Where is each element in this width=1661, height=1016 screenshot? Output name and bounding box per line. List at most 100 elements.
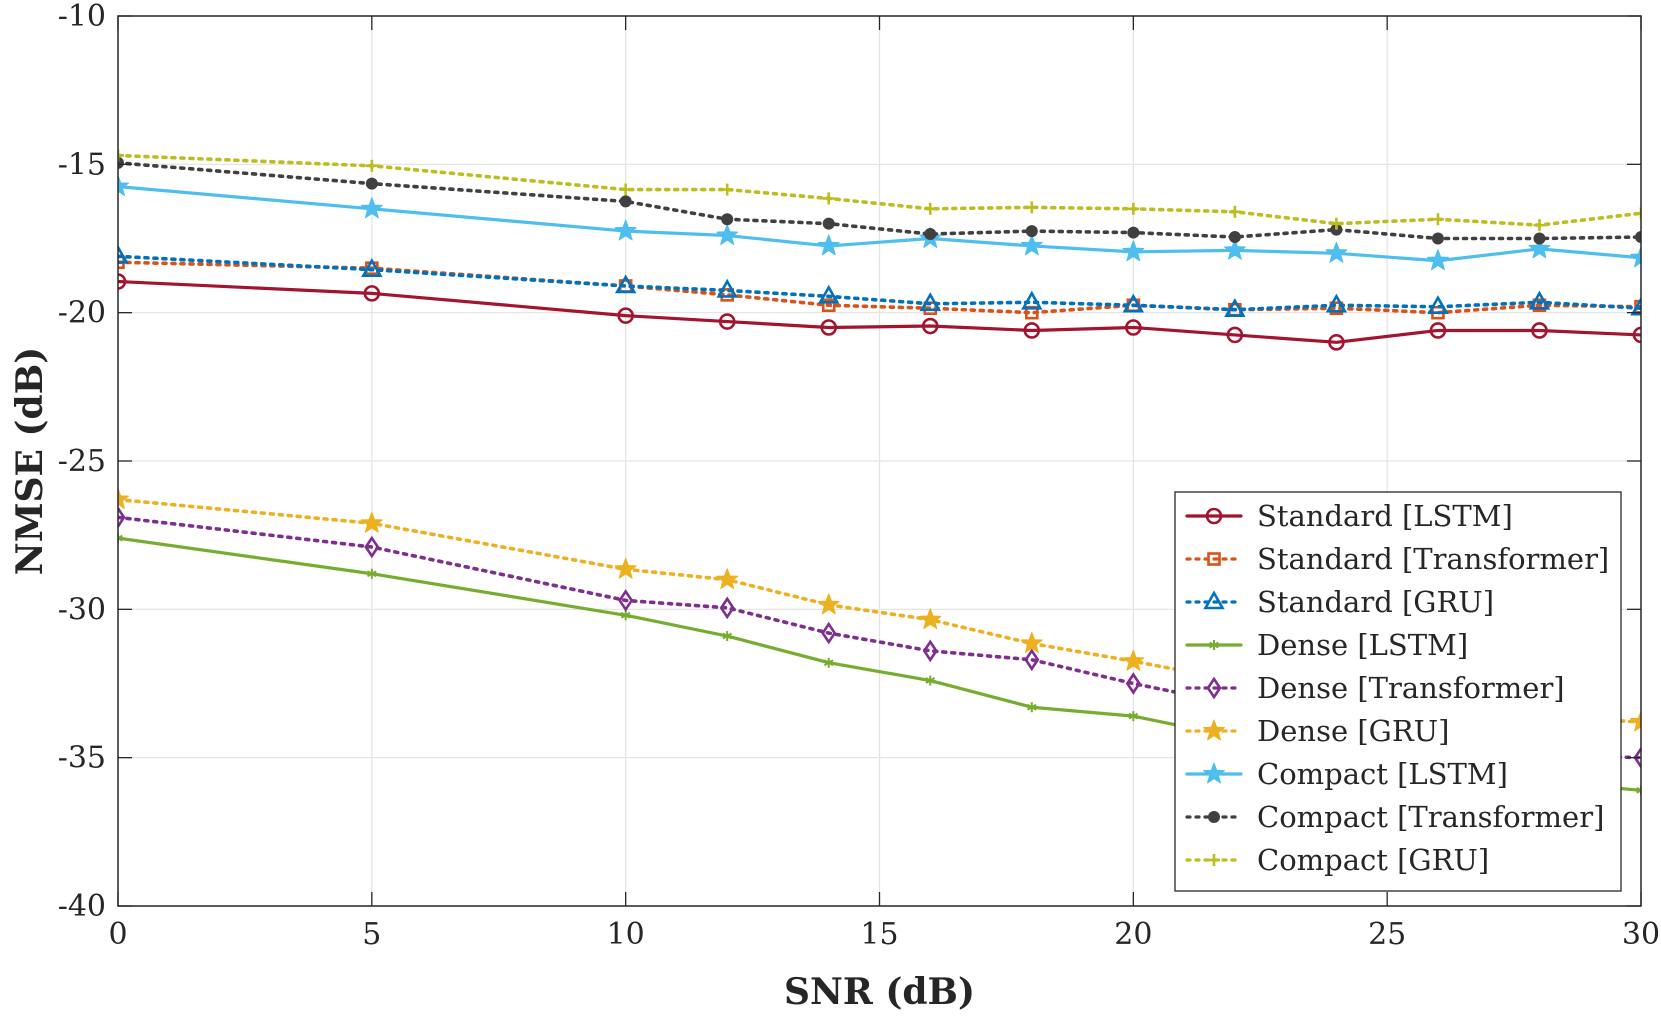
- plus-marker: [118, 149, 124, 162]
- x-tick-label: 10: [607, 917, 645, 952]
- asterisk-marker: [925, 675, 936, 686]
- triangle-marker: [818, 284, 840, 304]
- x-tick-label: 30: [1622, 917, 1660, 952]
- triangle-marker: [1021, 290, 1043, 310]
- diamond-marker: [1024, 648, 1040, 672]
- series-compact-gru: [118, 149, 1641, 232]
- star-marker: [1122, 240, 1145, 262]
- circle-marker: [363, 285, 381, 302]
- triangle-marker: [1122, 293, 1145, 313]
- legend-label: Standard [LSTM]: [1257, 499, 1513, 533]
- series-line: [118, 254, 1641, 312]
- y-tick-label: -25: [58, 444, 106, 479]
- circle-marker: [1023, 322, 1041, 339]
- asterisk-marker: [1026, 702, 1037, 713]
- series-compact-lstm: [118, 175, 1641, 271]
- dot-marker: [822, 217, 835, 230]
- triangle-marker: [1325, 293, 1348, 313]
- diamond-marker: [618, 589, 634, 612]
- dot-marker: [1533, 232, 1546, 245]
- legend-label: Compact [LSTM]: [1257, 757, 1508, 791]
- legend: Standard [LSTM] Standard [Transformer] Sta…: [1174, 491, 1622, 892]
- plus-marker: [619, 183, 632, 196]
- plus-marker: [822, 192, 835, 205]
- circle-marker: [820, 319, 838, 336]
- legend-label: Compact [GRU]: [1257, 843, 1489, 877]
- y-tick-label: -35: [58, 741, 106, 776]
- circle-marker: [1226, 326, 1244, 344]
- asterisk-marker-arm: [118, 536, 123, 542]
- plus-marker: [1127, 202, 1140, 215]
- asterisk-marker: [118, 533, 123, 544]
- star-marker: [1426, 249, 1449, 271]
- x-tick-label: 15: [860, 917, 898, 952]
- diamond-marker: [364, 535, 380, 559]
- star-marker: [614, 219, 637, 241]
- asterisk-marker-arm: [1636, 789, 1641, 794]
- triangle-marker: [361, 258, 383, 277]
- triangle-marker: [1528, 290, 1551, 310]
- triangle-marker: [1224, 298, 1246, 318]
- star-marker: [614, 557, 637, 579]
- star-marker: [1020, 631, 1043, 653]
- dot-marker: [1025, 225, 1038, 238]
- triangle-marker: [716, 278, 738, 298]
- asterisk-marker: [367, 568, 377, 579]
- circle-marker: [718, 313, 736, 330]
- plus-marker: [1025, 201, 1038, 214]
- y-axis-title: NMSE (dB): [9, 347, 51, 575]
- x-axis-title: SNR (dB): [784, 971, 975, 1013]
- circle-marker: [617, 307, 634, 324]
- circle-marker: [921, 317, 939, 335]
- legend-entry: Standard [GRU]: [1185, 585, 1494, 619]
- legend-entry: Compact [Transformer]: [1185, 800, 1604, 834]
- dot-marker: [619, 195, 632, 208]
- star-marker: [716, 224, 739, 245]
- triangle-marker: [614, 274, 637, 294]
- legend-label: Standard [Transformer]: [1257, 542, 1609, 576]
- circle-marker: [1429, 322, 1447, 339]
- star-marker: [360, 197, 383, 219]
- diamond-marker: [1125, 672, 1141, 695]
- plus-marker: [1431, 213, 1444, 226]
- star-marker: [1020, 234, 1043, 256]
- asterisk-marker-arm: [1026, 703, 1037, 711]
- legend-label: Standard [GRU]: [1257, 585, 1494, 619]
- dot-marker: [1431, 232, 1444, 245]
- legend-entry: Compact [GRU]: [1185, 843, 1489, 877]
- x-tick-label: 5: [362, 917, 381, 952]
- legend-entry: Dense [Transformer]: [1185, 671, 1565, 705]
- dot-marker: [1228, 231, 1241, 244]
- dot-marker: [1635, 231, 1641, 244]
- triangle-marker: [1203, 590, 1225, 610]
- legend-entry: Dense [GRU]: [1185, 714, 1449, 748]
- dot-marker: [721, 213, 734, 226]
- dot-marker: [1208, 811, 1220, 823]
- asterisk-marker: [620, 610, 631, 621]
- series-standard-gru: [118, 244, 1641, 318]
- asterisk-marker-arm: [118, 534, 123, 540]
- dot-marker: [1127, 226, 1140, 239]
- star-marker: [817, 234, 840, 256]
- circle-marker: [1531, 322, 1548, 339]
- circle-marker: [1328, 334, 1345, 351]
- plus-marker: [1533, 219, 1546, 232]
- plus-marker: [1208, 854, 1220, 866]
- asterisk-marker: [722, 631, 733, 642]
- plus-marker: [365, 159, 378, 172]
- triangle-marker: [1427, 295, 1449, 315]
- star-marker: [118, 488, 129, 509]
- star-marker: [1630, 246, 1641, 268]
- asterisk-marker-arm: [1128, 712, 1139, 720]
- x-tick-label: 25: [1368, 917, 1406, 952]
- x-tick-label: 20: [1114, 917, 1152, 952]
- diamond-marker: [821, 621, 837, 645]
- legend-entry: Standard [LSTM]: [1185, 499, 1513, 533]
- square-marker: [821, 298, 836, 313]
- legend-entry: Standard [Transformer]: [1185, 542, 1609, 576]
- y-tick-label: -40: [58, 889, 106, 924]
- asterisk-marker-arm: [1636, 786, 1641, 792]
- diamond-marker: [118, 506, 126, 529]
- square-marker: [1207, 552, 1221, 566]
- dot-marker: [365, 177, 378, 190]
